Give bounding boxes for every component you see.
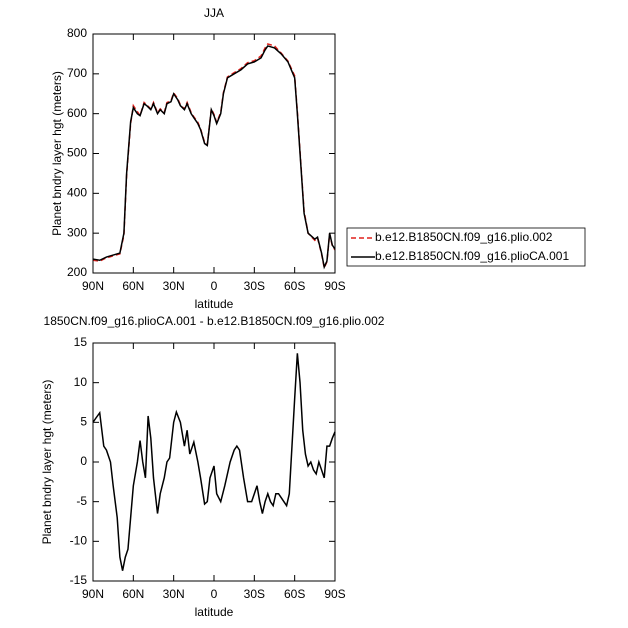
y-tick-label: 500 [67, 146, 87, 160]
chart-title: JJA [204, 6, 224, 20]
x-tick-label: 30N [163, 279, 185, 293]
data-line [92, 45, 336, 270]
x-tick-label: 90S [324, 279, 345, 293]
x-axis-label: latitude [195, 605, 234, 619]
legend-label: b.e12.B1850CN.f09_g16.plioCA.001 [375, 249, 569, 263]
x-tick-label: 0 [211, 279, 218, 293]
legend-label: b.e12.B1850CN.f09_g16.plio.002 [375, 230, 553, 244]
y-axis-label: Planet bndry layer hgt (meters) [40, 380, 54, 545]
plot-frame [92, 342, 336, 582]
data-line [92, 43, 336, 271]
x-axis-label: latitude [195, 297, 234, 311]
x-tick-label: 60N [122, 587, 144, 601]
y-tick-label: 15 [74, 335, 88, 349]
y-tick-label: 700 [67, 66, 87, 80]
y-tick-label: 5 [80, 415, 87, 429]
x-tick-label: 60S [284, 587, 305, 601]
x-tick-label: 90N [82, 279, 104, 293]
data-line [92, 353, 336, 571]
chart-title: 1850CN.f09_g16.plioCA.001 - b.e12.B1850C… [44, 314, 385, 328]
y-tick-label: 0 [80, 454, 87, 468]
x-tick-label: 30S [244, 279, 265, 293]
y-tick-label: 600 [67, 106, 87, 120]
y-tick-label: -5 [76, 494, 87, 508]
y-tick-label: 400 [67, 186, 87, 200]
y-tick-label: 10 [74, 375, 88, 389]
x-tick-label: 90N [82, 587, 104, 601]
y-tick-label: 200 [67, 265, 87, 279]
y-axis-label: Planet bndry layer hgt (meters) [50, 71, 64, 236]
y-tick-label: 800 [67, 26, 87, 40]
x-tick-label: 0 [211, 587, 218, 601]
x-tick-label: 30S [244, 587, 265, 601]
x-tick-label: 60S [284, 279, 305, 293]
legend-box [346, 227, 586, 267]
y-tick-label: 300 [67, 225, 87, 239]
y-tick-label: -15 [70, 573, 88, 587]
x-tick-label: 60N [122, 279, 144, 293]
x-tick-label: 30N [163, 587, 185, 601]
y-tick-label: -10 [70, 534, 88, 548]
x-tick-label: 90S [324, 587, 345, 601]
plot-frame [92, 33, 336, 274]
